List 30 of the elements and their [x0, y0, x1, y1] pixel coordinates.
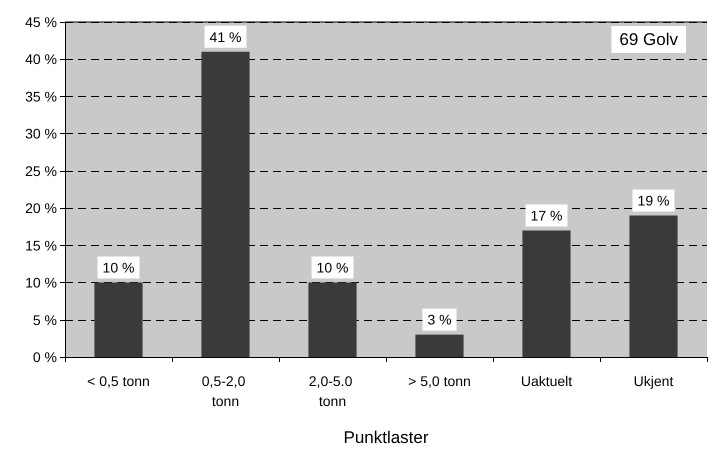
bar	[415, 334, 464, 357]
y-tick-label: 30 %	[25, 126, 57, 142]
y-tick-label: 35 %	[25, 88, 57, 104]
y-tick-label: 10 %	[25, 274, 57, 291]
x-tick-label: > 5,0 tonn	[408, 373, 471, 389]
x-tick-label: Uaktuelt	[520, 373, 572, 389]
y-tick-label: 5 %	[32, 312, 57, 328]
bar	[94, 282, 143, 357]
y-tick-label: 40 %	[25, 51, 57, 68]
bar	[201, 52, 250, 357]
data-label: 10 %	[316, 260, 348, 276]
y-tick-label: 25 %	[25, 162, 57, 179]
x-tick-label: Ukjent	[634, 373, 674, 389]
data-label: 10 %	[102, 260, 134, 276]
data-label: 41 %	[210, 28, 242, 45]
x-tick-label: < 0,5 tonn	[87, 373, 150, 389]
annotation: 69 Golv	[619, 30, 678, 49]
y-tick-label: 15 %	[25, 237, 57, 254]
data-label: 3 %	[427, 312, 452, 328]
y-tick-label: 45 %	[25, 14, 57, 30]
bar	[522, 230, 571, 357]
x-tick-label: 0,5-2,0 tonn	[202, 373, 250, 409]
data-label: 19 %	[638, 192, 670, 209]
x-axis-title: Punktlaster	[343, 428, 429, 447]
y-tick-label: 0 %	[32, 349, 57, 365]
y-tick-label: 20 %	[25, 200, 57, 216]
data-label: 17 %	[530, 207, 562, 224]
bar	[308, 282, 357, 357]
bar	[629, 216, 678, 357]
x-tick-label: 2,0-5.0 tonn	[308, 373, 356, 409]
